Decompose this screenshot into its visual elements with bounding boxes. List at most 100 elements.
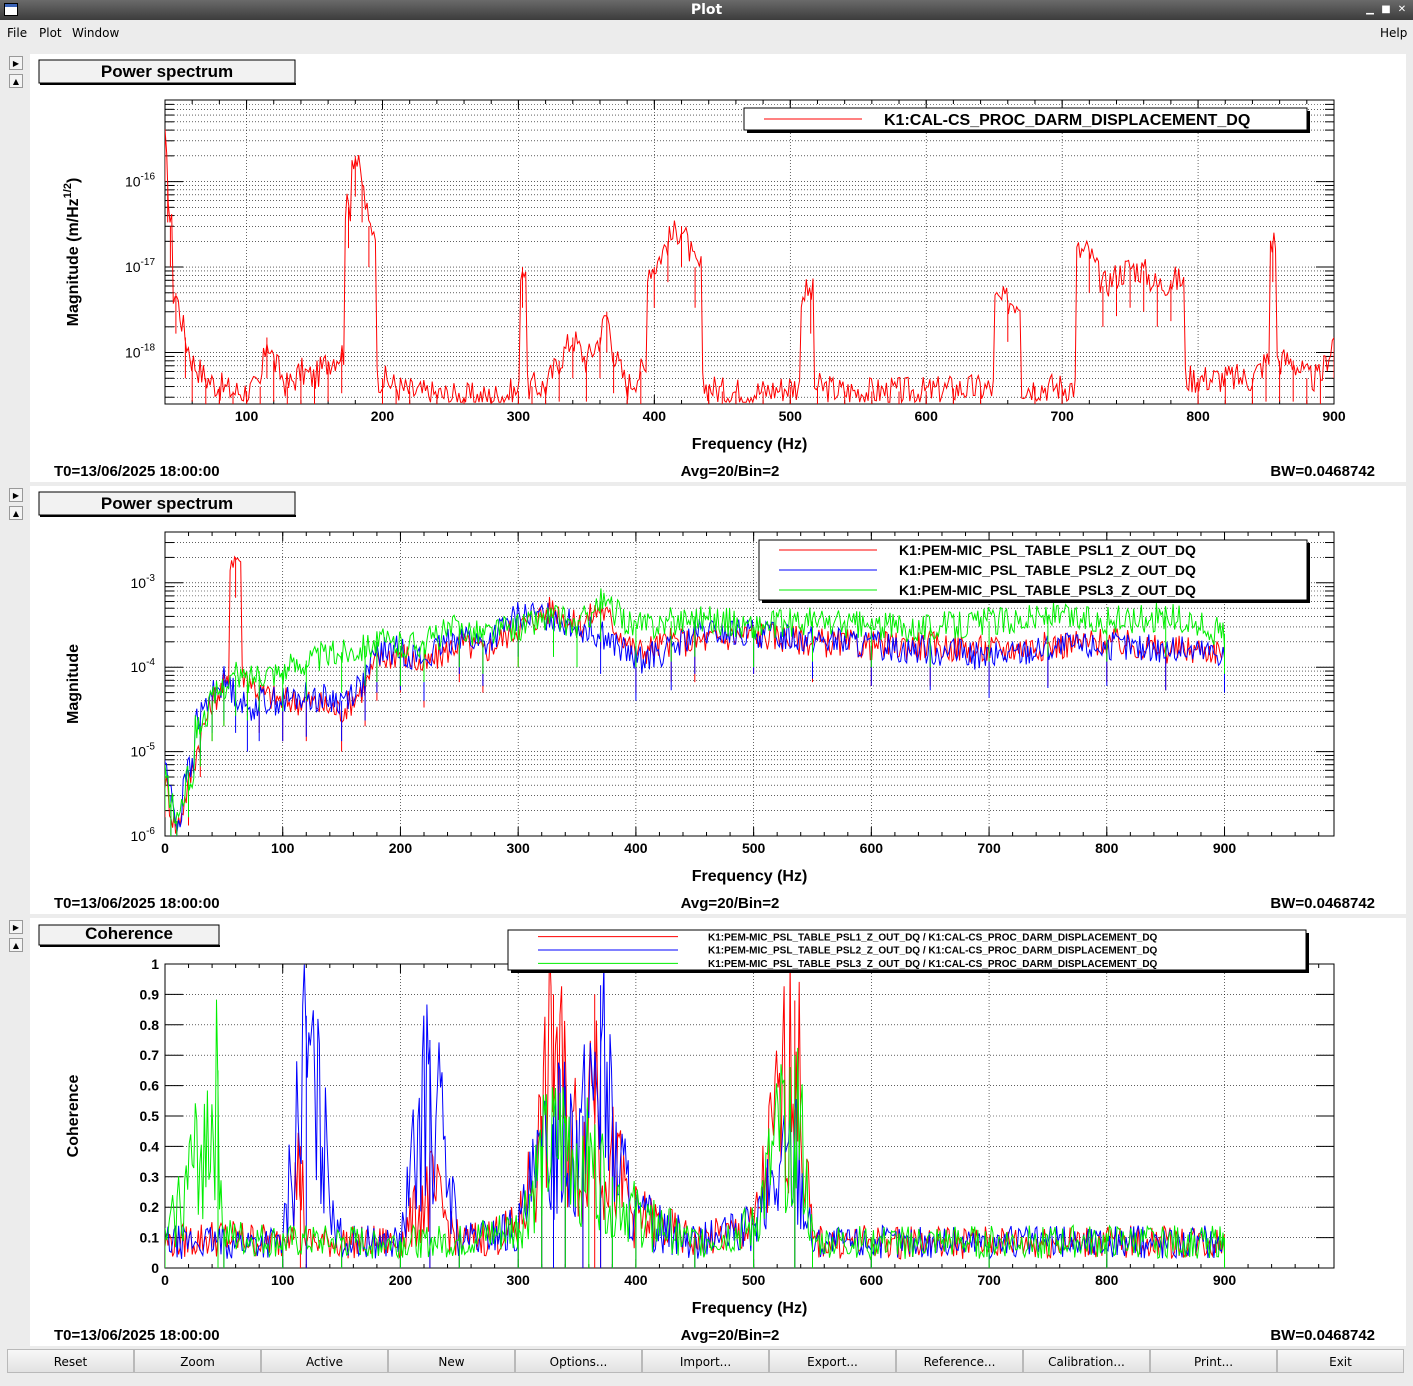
x-tick-label: 600	[860, 840, 884, 856]
x-tick-label: 800	[1095, 840, 1119, 856]
menu-bar: File Plot Window Help	[0, 22, 1413, 44]
x-tick-label: 400	[624, 840, 648, 856]
exit-button[interactable]: Exit	[1277, 1349, 1404, 1373]
import-button[interactable]: Import...	[642, 1349, 769, 1373]
collapse-arrow-icon[interactable]: ▲	[9, 506, 23, 520]
legend-entry: K1:PEM-MIC_PSL_TABLE_PSL2_Z_OUT_DQ / K1:…	[708, 946, 1158, 957]
active-button[interactable]: Active	[261, 1349, 388, 1373]
expand-arrow-icon[interactable]: ▶	[9, 56, 23, 70]
x-tick-label: 800	[1186, 408, 1210, 424]
x-tick-label: 700	[977, 1272, 1001, 1288]
bandwidth-label: BW=0.0468742	[1270, 463, 1375, 480]
y-tick-label: 10-6	[131, 826, 156, 844]
x-tick-label: 0	[161, 1272, 169, 1288]
y-tick-label: 10-18	[125, 343, 155, 361]
x-tick-label: 300	[506, 840, 530, 856]
panel-title: Coherence	[85, 924, 173, 943]
plot-panel-2: Power spectrum 0 100 200 300 400 500 600 700 800 9…	[30, 486, 1406, 914]
zoom-button[interactable]: Zoom	[134, 1349, 261, 1373]
calibration-button[interactable]: Calibration...	[1023, 1349, 1150, 1373]
menu-help[interactable]: Help	[1380, 26, 1408, 40]
maximize-icon[interactable]: ■	[1381, 4, 1391, 15]
x-tick-label: 0	[161, 840, 169, 856]
y-tick-label: 0.1	[140, 1230, 160, 1246]
x-tick-label: 200	[389, 840, 413, 856]
series-line	[165, 129, 1334, 404]
x-tick-label: 700	[1050, 408, 1074, 424]
bandwidth-label: BW=0.0468742	[1270, 895, 1375, 912]
close-icon[interactable]: ✕	[1397, 4, 1407, 15]
export-button[interactable]: Export...	[769, 1349, 896, 1373]
panel-title: Power spectrum	[101, 494, 233, 513]
print-button[interactable]: Print...	[1150, 1349, 1277, 1373]
averages-label: Avg=20/Bin=2	[681, 895, 780, 912]
x-tick-label: 900	[1213, 1272, 1237, 1288]
x-tick-label: 800	[1095, 1272, 1119, 1288]
y-tick-label: 0.2	[140, 1199, 160, 1215]
averages-label: Avg=20/Bin=2	[681, 1327, 780, 1344]
coherence-chart[interactable]: Coherence 0 100 200 300 400 500 600 700 800 900 0 0.…	[30, 918, 1406, 1346]
series-line	[165, 999, 1225, 1268]
averages-label: Avg=20/Bin=2	[681, 463, 780, 480]
x-tick-label: 400	[624, 1272, 648, 1288]
expand-arrow-icon[interactable]: ▶	[9, 920, 23, 934]
y-tick-label: 0.8	[140, 1017, 160, 1033]
x-tick-label: 500	[742, 840, 766, 856]
y-tick-label: 0.7	[140, 1047, 160, 1063]
menu-plot[interactable]: Plot	[39, 26, 62, 40]
legend-entry: K1:PEM-MIC_PSL_TABLE_PSL3_Z_OUT_DQ / K1:…	[708, 959, 1158, 970]
x-tick-label: 300	[507, 408, 531, 424]
legend-entry: K1:PEM-MIC_PSL_TABLE_PSL3_Z_OUT_DQ	[899, 582, 1196, 598]
x-axis-label: Frequency (Hz)	[692, 1300, 808, 1317]
legend-entry: K1:CAL-CS_PROC_DARM_DISPLACEMENT_DQ	[884, 112, 1250, 129]
reset-button[interactable]: Reset	[7, 1349, 134, 1373]
menu-window[interactable]: Window	[72, 26, 120, 40]
y-tick-label: 0.4	[140, 1138, 160, 1154]
legend-box	[743, 107, 1308, 131]
window-title: Plot	[690, 2, 723, 18]
legend-entry: K1:PEM-MIC_PSL_TABLE_PSL1_Z_OUT_DQ / K1:…	[708, 932, 1158, 943]
y-tick-label: 0.3	[140, 1169, 160, 1185]
expand-arrow-icon[interactable]: ▶	[9, 488, 23, 502]
y-tick-label: 10-4	[131, 657, 156, 675]
panel-title: Power spectrum	[101, 62, 233, 81]
y-axis-label: Magnitude (m/Hz1/2)	[62, 178, 82, 327]
x-tick-label: 500	[742, 1272, 766, 1288]
collapse-arrow-icon[interactable]: ▲	[9, 74, 23, 88]
y-tick-label: 0.9	[140, 986, 160, 1002]
x-tick-label: 400	[643, 408, 667, 424]
power-spectrum-chart-2[interactable]: Power spectrum 0 100 200 300 400 500 600 700 800 9…	[30, 486, 1406, 914]
x-tick-label: 300	[506, 1272, 530, 1288]
x-tick-label: 600	[860, 1272, 884, 1288]
x-axis-label: Frequency (Hz)	[692, 868, 808, 885]
menu-file[interactable]: File	[7, 26, 28, 40]
series-line	[165, 588, 1225, 836]
x-tick-label: 500	[779, 408, 803, 424]
x-tick-label: 100	[271, 1272, 295, 1288]
new-button[interactable]: New	[388, 1349, 515, 1373]
collapse-arrow-icon[interactable]: ▲	[9, 938, 23, 952]
x-tick-label: 600	[915, 408, 939, 424]
y-tick-label: 0.5	[140, 1108, 160, 1124]
x-tick-label: 100	[271, 840, 295, 856]
reference-button[interactable]: Reference...	[896, 1349, 1023, 1373]
button-bar: Reset Zoom Active New Options... Import.…	[0, 1349, 1413, 1375]
start-time-label: T0=13/06/2025 18:00:00	[54, 1327, 220, 1344]
bandwidth-label: BW=0.0468742	[1270, 1327, 1375, 1344]
y-tick-label: 10-3	[131, 573, 156, 591]
y-axis-label: Magnitude	[65, 644, 82, 724]
plot-frame	[164, 99, 1335, 405]
minimize-icon[interactable]: ▁	[1366, 4, 1374, 15]
window-titlebar: Plot ▁ ■ ✕	[0, 0, 1413, 20]
x-tick-label: 700	[977, 840, 1001, 856]
y-tick-label: 10-5	[131, 742, 156, 760]
legend-entry: K1:PEM-MIC_PSL_TABLE_PSL2_Z_OUT_DQ	[899, 562, 1196, 578]
y-axis-label: Coherence	[65, 1075, 82, 1158]
y-tick-label: 0	[151, 1260, 159, 1276]
power-spectrum-chart-1[interactable]: Power spectrum 100 200 300 400 500 600 700 800 90…	[30, 54, 1406, 482]
y-tick-label: 10-16	[125, 172, 155, 190]
options-button[interactable]: Options...	[515, 1349, 642, 1373]
y-tick-label: 0.6	[140, 1078, 160, 1094]
x-tick-label: 900	[1213, 840, 1237, 856]
legend-entry: K1:PEM-MIC_PSL_TABLE_PSL1_Z_OUT_DQ	[899, 542, 1196, 558]
